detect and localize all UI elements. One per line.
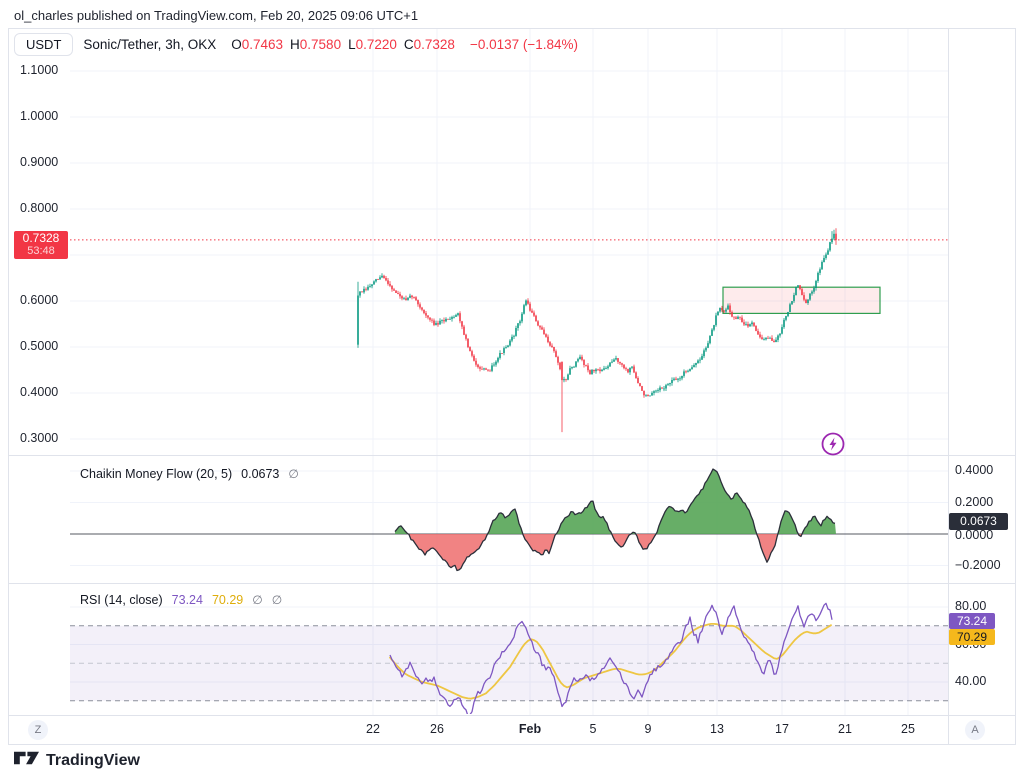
cmf-tick-label: −0.2000 (955, 557, 1001, 572)
price-tick-label: 1.1000 (20, 63, 59, 77)
symbol-legend: USDT Sonic/Tether, 3h, OKX O0.7463 H0.75… (14, 31, 578, 57)
frame-lines (8, 28, 1016, 745)
high-label: H (290, 36, 300, 52)
tradingview-logo-text[interactable]: TradingView (46, 751, 140, 769)
price-tick-label: 0.8000 (20, 201, 59, 215)
auto-scale-badge[interactable]: A (965, 720, 985, 740)
cmf-tick-label: 0.4000 (955, 463, 994, 477)
rsi-tick-label: 80.00 (955, 599, 987, 613)
rsi-ma-value: 70.29 (211, 593, 244, 607)
cmf-tick-label: 0.2000 (955, 494, 994, 509)
rsi-title[interactable]: RSI (14, close) (80, 593, 163, 607)
rsi-ma-value-badge: 70.29 (949, 629, 995, 645)
time-tick-label: 9 (644, 722, 652, 736)
time-tick-label: 25 (901, 722, 915, 736)
time-tick-label: Feb (518, 722, 542, 736)
price-tick-label: 1.0000 (20, 109, 59, 123)
price-tick-label: 0.3000 (20, 431, 59, 445)
price-tick-label: 0.6000 (20, 293, 59, 307)
grid-layer (70, 28, 948, 715)
time-tick-label: 5 (589, 722, 597, 736)
lightning-button[interactable] (820, 431, 846, 457)
ohlc-values: O0.7463 H0.7580 L0.7220 C0.7328 (226, 37, 455, 52)
cmf-tick-label: 0.0000 (955, 528, 994, 542)
open-label: O (231, 36, 242, 52)
bar-countdown: 53:48 (27, 245, 55, 257)
close-label: C (403, 36, 414, 52)
publish-header: ol_charles published on TradingView.com,… (14, 8, 419, 23)
rsi-band (70, 625, 948, 702)
time-tick-label: 22 (366, 722, 380, 736)
cmf-title[interactable]: Chaikin Money Flow (20, 5) (80, 467, 233, 481)
low-label: L (348, 36, 356, 52)
rsi-value: 73.24 (171, 593, 203, 607)
rsi-tick-label: 40.00 (955, 674, 987, 688)
cmf-hide-icon[interactable]: ∅ (288, 467, 299, 481)
rsi-legend: RSI (14, close) 73.24 70.29 ∅ ∅ (80, 593, 282, 607)
change-value: −0.0137 (−1.84%) (469, 36, 579, 52)
time-tick-label: 17 (775, 722, 789, 736)
cmf-pane (70, 468, 948, 572)
timezone-badge[interactable]: Z (28, 720, 48, 740)
price-tick-label: 0.5000 (20, 339, 59, 353)
rsi-hide-icon[interactable]: ∅ (252, 593, 263, 607)
low-value: 0.7220 (355, 36, 397, 52)
cmf-legend: Chaikin Money Flow (20, 5) 0.0673 ∅ (80, 467, 299, 481)
rsi-value-badge: 73.24 (949, 613, 995, 629)
open-value: 0.7463 (241, 36, 284, 52)
high-value: 0.7580 (299, 36, 342, 52)
chart-canvas[interactable] (0, 0, 1024, 745)
time-tick-label: 21 (838, 722, 852, 736)
time-tick-label: 26 (430, 722, 444, 736)
last-price-value: 0.7328 (22, 231, 60, 245)
price-tick-label: 0.4000 (20, 385, 59, 399)
cmf-value: 0.0673 (241, 467, 280, 481)
candles-layer (357, 228, 837, 433)
rsi-ma-hide-icon[interactable]: ∅ (271, 593, 283, 607)
symbol-title[interactable]: Sonic/Tether, 3h, OKX (83, 36, 217, 52)
time-tick-label: 13 (710, 722, 724, 736)
rsi-pane (389, 602, 833, 714)
tradingview-logo-icon (14, 751, 39, 770)
currency-button[interactable]: USDT (14, 32, 74, 56)
cmf-value-badge: 0.0673 (949, 513, 1008, 530)
footer: TradingView (14, 751, 140, 770)
price-tick-label: 0.9000 (20, 155, 59, 169)
close-value: 0.7328 (413, 36, 455, 52)
last-price-badge: 0.7328 53:48 (14, 231, 68, 259)
